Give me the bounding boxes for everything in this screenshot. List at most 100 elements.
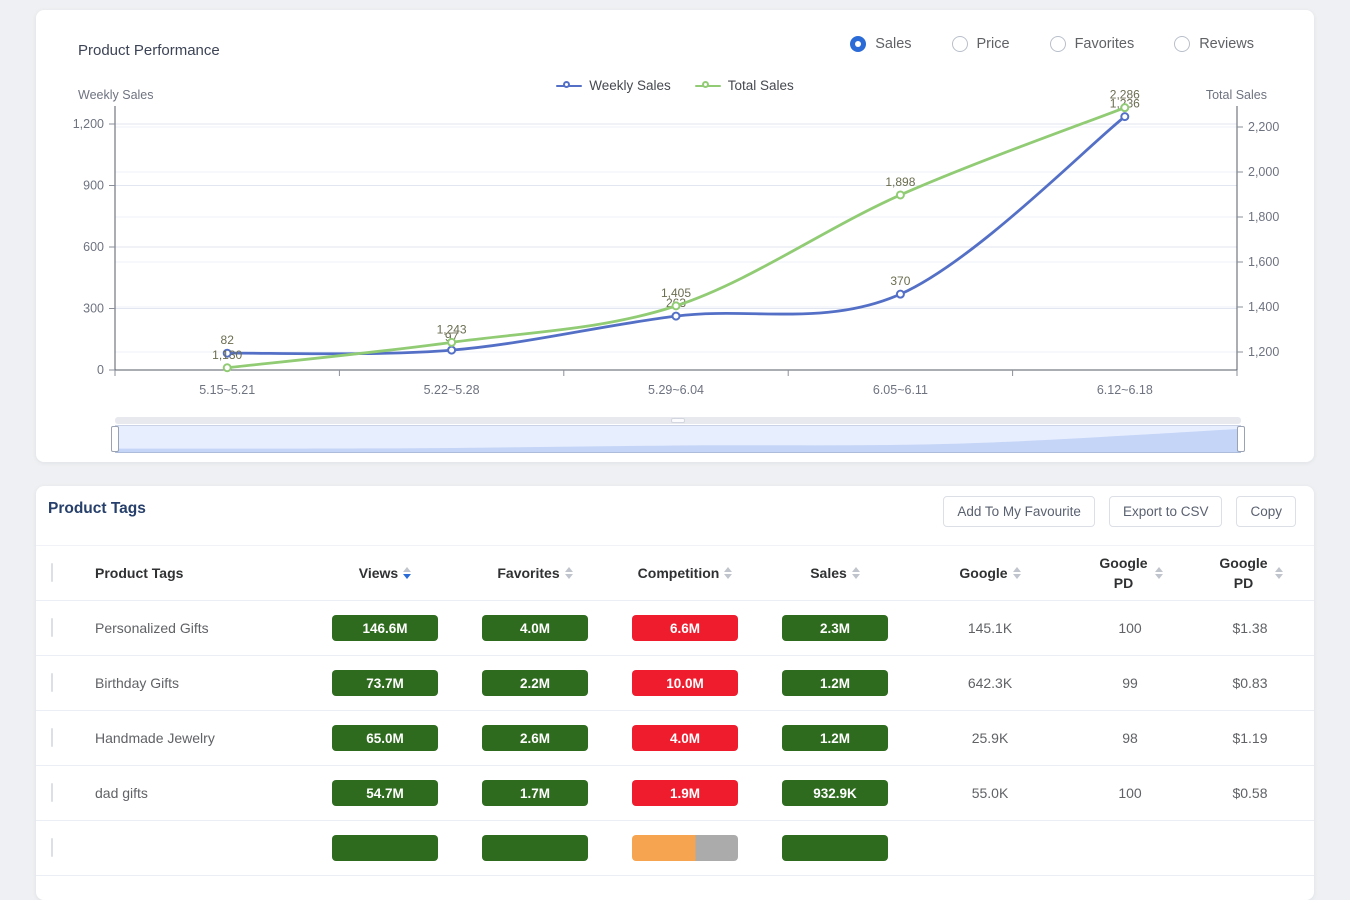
google-value: 55.0K xyxy=(971,785,1009,801)
radio-icon[interactable] xyxy=(951,36,968,52)
data-label: 2,286 xyxy=(1110,88,1140,102)
performance-card-title: Product Performance xyxy=(78,42,220,59)
table-header-row: Product Tags Views Favorites Competition… xyxy=(36,545,1314,601)
google-pd-price: $1.38 xyxy=(1232,620,1268,636)
tag-name: Handmade Jewelry xyxy=(95,730,215,746)
sort-caret-icon[interactable] xyxy=(851,567,860,579)
sales-badge: 2.3M xyxy=(782,615,888,641)
radio-favorites[interactable]: Favorites xyxy=(1049,36,1135,52)
data-point xyxy=(895,190,905,200)
sales-badge: 932.9K xyxy=(782,780,888,806)
sales-badge: 1.2M xyxy=(782,725,888,751)
radio-icon[interactable] xyxy=(850,36,867,52)
datazoom-left-handle[interactable] xyxy=(111,426,119,452)
table-row: Personalized Gifts 146.6M 4.0M 6.6M 2.3M 145.… xyxy=(36,601,1314,656)
tag-name: Birthday Gifts xyxy=(95,675,180,691)
col-google-pd[interactable]: Google PD xyxy=(1070,553,1190,594)
radio-price[interactable]: Price xyxy=(951,36,1010,52)
table-row: Birthday Gifts 73.7M 2.2M 10.0M 1.2M 642.3K 99… xyxy=(36,656,1314,711)
product-tags-table: Product Tags Views Favorites Competition… xyxy=(36,545,1314,876)
sort-caret-icon[interactable] xyxy=(403,567,412,579)
row-checkbox[interactable] xyxy=(51,618,53,637)
row-checkbox[interactable] xyxy=(51,838,53,857)
x-axis-label: 6.05~6.11 xyxy=(873,383,928,397)
sort-caret-icon[interactable] xyxy=(1154,567,1163,579)
product-tags-card: Product Tags Add To My Favourite Export … xyxy=(36,486,1314,900)
performance-chart: 0 300 600 900 1,200 1,200 1,400 1,600 1,800 2,000… xyxy=(36,88,1314,400)
radio-icon[interactable] xyxy=(1049,36,1066,52)
data-point xyxy=(447,337,457,347)
product-tags-title: Product Tags xyxy=(48,500,146,517)
row-checkbox[interactable] xyxy=(51,728,53,747)
col-competition[interactable]: Competition xyxy=(610,565,760,581)
google-pd-value: 100 xyxy=(1118,785,1142,801)
sort-caret-icon[interactable] xyxy=(564,567,573,579)
google-pd-value: 100 xyxy=(1118,620,1142,636)
add-to-favourite-button[interactable]: Add To My Favourite xyxy=(943,496,1095,527)
radio-reviews-label: Reviews xyxy=(1199,36,1254,52)
copy-button[interactable]: Copy xyxy=(1236,496,1296,527)
row-checkbox[interactable] xyxy=(51,783,53,802)
col-favorites[interactable]: Favorites xyxy=(460,565,610,581)
radio-favorites-label: Favorites xyxy=(1074,36,1135,52)
line-chart-svg: 0 300 600 900 1,200 1,200 1,400 1,600 1,800 2,000… xyxy=(73,88,1280,397)
line-circle-marker-icon xyxy=(556,80,583,91)
google-value: 25.9K xyxy=(971,730,1009,746)
competition-badge xyxy=(632,835,738,861)
data-point xyxy=(1120,112,1130,122)
data-point xyxy=(895,289,905,299)
left-axis-tick: 1,200 xyxy=(73,117,104,131)
series-line-right xyxy=(227,106,1126,370)
drag-grip-icon[interactable] xyxy=(671,418,685,423)
sort-caret-icon[interactable] xyxy=(724,567,733,579)
x-axis-label: 6.12~6.18 xyxy=(1097,383,1153,397)
sort-caret-icon[interactable] xyxy=(1274,567,1283,579)
sales-badge xyxy=(782,835,888,861)
google-pd-price: $0.83 xyxy=(1232,675,1268,691)
datazoom-slider[interactable] xyxy=(115,425,1241,453)
product-performance-card: Product Performance Sales Price Favorite… xyxy=(36,10,1314,462)
metric-radio-group: Sales Price Favorites Reviews xyxy=(850,36,1254,52)
x-axis-label: 5.15~5.21 xyxy=(199,383,255,397)
datazoom-right-handle[interactable] xyxy=(1237,426,1245,452)
data-point xyxy=(222,363,232,373)
radio-sales[interactable]: Sales xyxy=(850,36,912,52)
col-google-pd-price[interactable]: Google PD xyxy=(1190,553,1310,594)
competition-badge: 6.6M xyxy=(632,615,738,641)
legend-weekly-label: Weekly Sales xyxy=(589,78,671,93)
sort-caret-icon[interactable] xyxy=(1012,567,1021,579)
chart-legend: Weekly Sales Total Sales xyxy=(36,78,1314,93)
data-label: 370 xyxy=(890,274,910,288)
right-axis-tick: 1,200 xyxy=(1248,345,1279,359)
tag-name: dad gifts xyxy=(95,785,148,801)
x-axis-label: 5.22~5.28 xyxy=(424,383,480,397)
data-label: 1,130 xyxy=(212,348,242,362)
data-label: 1,405 xyxy=(661,286,691,300)
sales-badge: 1.2M xyxy=(782,670,888,696)
right-axis-tick: 1,800 xyxy=(1248,210,1279,224)
radio-reviews[interactable]: Reviews xyxy=(1174,36,1254,52)
col-google[interactable]: Google xyxy=(910,565,1070,581)
right-axis-tick: 1,400 xyxy=(1248,300,1279,314)
data-label: 1,898 xyxy=(885,175,915,189)
left-axis-tick: 600 xyxy=(83,240,104,254)
table-row: Handmade Jewelry 65.0M 2.6M 4.0M 1.2M 25.9K 98… xyxy=(36,711,1314,766)
col-sales[interactable]: Sales xyxy=(760,565,910,581)
left-axis-title: Weekly Sales xyxy=(78,88,154,102)
left-axis-tick: 0 xyxy=(97,363,104,377)
row-checkbox[interactable] xyxy=(51,673,53,692)
select-all-checkbox[interactable] xyxy=(51,563,53,582)
right-axis-tick: 2,200 xyxy=(1248,120,1279,134)
datazoom-scrollbar[interactable] xyxy=(115,417,1241,424)
data-label: 1,243 xyxy=(437,322,467,336)
tag-name: Personalized Gifts xyxy=(95,620,209,636)
left-axis-tick: 900 xyxy=(83,179,104,193)
data-point xyxy=(671,311,681,321)
radio-icon[interactable] xyxy=(1174,36,1191,52)
legend-item-total-sales[interactable]: Total Sales xyxy=(694,78,794,93)
google-value: 145.1K xyxy=(967,620,1013,636)
col-views[interactable]: Views xyxy=(310,565,460,581)
legend-item-weekly-sales[interactable]: Weekly Sales xyxy=(556,78,671,93)
export-csv-button[interactable]: Export to CSV xyxy=(1108,496,1223,527)
data-point xyxy=(222,348,232,358)
